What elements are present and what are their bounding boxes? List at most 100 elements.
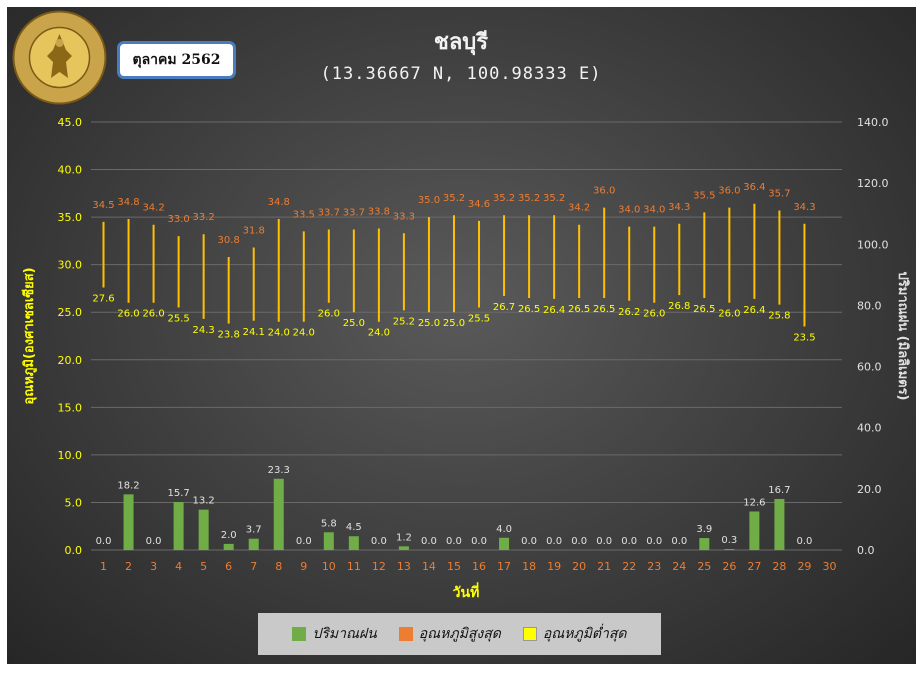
- max-temp-label: 33.7: [343, 207, 365, 218]
- max-temp-label: 35.2: [543, 193, 565, 204]
- legend-swatch-min-temp: [522, 627, 537, 641]
- rain-label: 1.2: [396, 532, 412, 543]
- rain-bar: [248, 538, 259, 550]
- x-tick: 9: [300, 560, 307, 573]
- legend-item-max-temp: อุณหภูมิสูงสุด: [398, 623, 501, 645]
- legend-item-rain: ปริมาณฝน: [292, 623, 377, 645]
- max-temp-label: 35.5: [693, 190, 715, 201]
- chart-title: ชลบุรี: [433, 30, 489, 55]
- y-tick-right: 80.0: [857, 299, 882, 312]
- y-tick-right: 100.0: [857, 238, 889, 251]
- x-tick: 25: [697, 560, 711, 573]
- x-tick: 26: [722, 560, 736, 573]
- min-temp-label: 26.5: [518, 304, 540, 315]
- min-temp-label: 26.8: [668, 301, 690, 312]
- max-temp-label: 34.2: [568, 203, 590, 214]
- max-temp-label: 34.8: [268, 197, 290, 208]
- legend-label-max-temp: อุณหภูมิสูงสุด: [418, 626, 501, 642]
- y-tick-right: 120.0: [857, 177, 889, 190]
- max-temp-label: 33.8: [368, 207, 390, 218]
- y-tick-right: 0.0: [857, 544, 875, 557]
- y-tick-left: 0.0: [65, 544, 83, 557]
- rain-bars: [123, 478, 785, 550]
- chart-subtitle: (13.36667 N, 100.98333 E): [320, 64, 602, 84]
- x-tick: 6: [225, 560, 232, 573]
- y-tick-right: 20.0: [857, 483, 882, 496]
- max-temp-label: 36.4: [743, 182, 765, 193]
- rain-bar: [173, 502, 184, 550]
- rain-label: 0.0: [296, 536, 312, 547]
- min-temp-label: 25.2: [393, 316, 415, 327]
- max-temp-label: 34.5: [92, 200, 114, 211]
- max-temp-label: 36.0: [718, 186, 740, 197]
- max-temp-label: 34.3: [793, 202, 815, 213]
- max-temp-label: 34.2: [142, 203, 164, 214]
- x-tick: 30: [822, 560, 836, 573]
- min-temp-label: 26.0: [142, 309, 164, 320]
- min-temp-label: 26.5: [693, 304, 715, 315]
- y-tick-left: 5.0: [65, 496, 83, 509]
- x-tick: 22: [622, 560, 636, 573]
- rain-label: 0.0: [446, 536, 462, 547]
- rain-label: 0.0: [471, 536, 487, 547]
- rain-bar: [699, 538, 710, 550]
- max-temp-label: 33.2: [193, 212, 215, 223]
- rain-label: 2.0: [221, 530, 237, 541]
- rain-bar: [273, 478, 284, 550]
- min-temp-label: 26.4: [543, 305, 565, 316]
- max-temp-label: 33.3: [393, 211, 415, 222]
- min-temp-label: 26.0: [718, 309, 740, 320]
- x-tick: 1: [100, 560, 107, 573]
- x-tick: 4: [175, 560, 182, 573]
- x-tick: 16: [472, 560, 486, 573]
- max-temp-label: 33.0: [167, 214, 189, 225]
- x-tick: 7: [250, 560, 257, 573]
- rain-label: 0.0: [96, 536, 112, 547]
- rain-label: 0.0: [371, 536, 387, 547]
- x-tick: 8: [275, 560, 282, 573]
- x-tick: 20: [572, 560, 586, 573]
- min-temp-label: 25.5: [468, 313, 490, 324]
- min-temp-label: 26.0: [318, 309, 340, 320]
- rain-bar: [724, 549, 735, 550]
- x-tick: 27: [747, 560, 761, 573]
- max-temp-label: 35.2: [443, 193, 465, 204]
- rain-label: 5.8: [321, 518, 337, 529]
- rain-label: 15.7: [167, 488, 189, 499]
- y-tick-right: 140.0: [857, 116, 889, 129]
- min-temp-label: 26.0: [117, 309, 139, 320]
- y-tick-left: 40.0: [58, 164, 83, 177]
- min-temp-label: 25.0: [418, 318, 440, 329]
- y-tick-left: 20.0: [58, 354, 83, 367]
- max-temp-label: 33.5: [293, 209, 315, 220]
- x-tick: 12: [372, 560, 386, 573]
- min-temp-label: 24.0: [293, 328, 315, 339]
- x-tick: 11: [347, 560, 361, 573]
- x-tick: 14: [422, 560, 436, 573]
- rain-bar: [123, 494, 134, 550]
- rain-bar: [774, 498, 785, 550]
- min-temp-label: 26.5: [568, 304, 590, 315]
- rain-bar: [198, 509, 209, 550]
- y-axis-label-left: อุณหภูมิ(องศาเซลเซียส): [21, 267, 37, 404]
- rain-label: 18.2: [117, 480, 139, 491]
- gridlines: [91, 121, 842, 551]
- x-axis-label: วันที่: [453, 582, 480, 601]
- max-temp-label: 34.3: [668, 202, 690, 213]
- axes: 0.05.010.015.020.025.030.035.040.045.00.…: [58, 116, 889, 573]
- y-tick-left: 10.0: [58, 449, 83, 462]
- rain-label: 0.3: [721, 535, 737, 546]
- x-tick: 10: [322, 560, 336, 573]
- month-label: ตุลาคม 2562: [117, 41, 236, 79]
- legend: ปริมาณฝน อุณหภูมิสูงสุด อุณหภูมิต่ำสุด: [258, 613, 661, 655]
- chart-panel: [7, 7, 916, 664]
- max-temp-label: 35.2: [493, 193, 515, 204]
- max-temp-label: 34.8: [117, 197, 139, 208]
- max-temp-label: 35.2: [518, 193, 540, 204]
- rain-label: 4.0: [496, 524, 512, 535]
- rain-label: 23.3: [268, 465, 290, 476]
- max-temp-label: 30.8: [218, 235, 240, 246]
- min-temp-label: 27.6: [92, 293, 114, 304]
- min-temp-label: 25.0: [343, 318, 365, 329]
